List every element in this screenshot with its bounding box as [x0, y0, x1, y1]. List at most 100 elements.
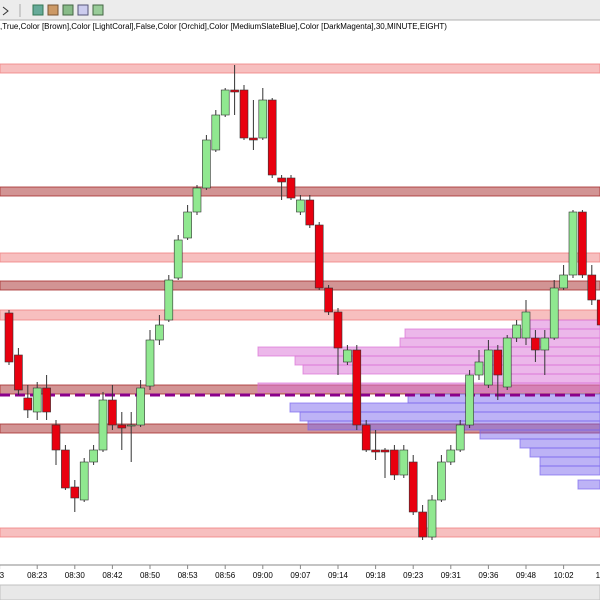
candle-body	[202, 139, 211, 189]
candle-body	[521, 311, 531, 339]
candle-body	[277, 177, 286, 183]
x-tick-label: 08:50	[140, 571, 161, 580]
candle-body	[343, 349, 352, 363]
candle-body	[145, 339, 155, 387]
candle-body	[173, 239, 183, 279]
toolbar-icon[interactable]	[92, 4, 104, 16]
candle-body	[549, 287, 559, 339]
candle-body	[23, 397, 33, 411]
x-tick-label: 09:31	[441, 571, 462, 580]
candle-body	[512, 324, 521, 339]
candle-body	[4, 312, 14, 363]
profile-bar	[257, 382, 600, 393]
candle-body	[408, 461, 418, 513]
candle-body	[333, 311, 343, 349]
candle-body	[220, 89, 230, 116]
candle-body	[192, 187, 202, 213]
candle-body	[61, 449, 70, 489]
candle-body	[324, 287, 333, 313]
candle-body	[51, 424, 61, 451]
candle-body	[98, 399, 108, 451]
candle-body	[568, 211, 578, 276]
candle-body	[418, 511, 427, 538]
level-zone	[0, 423, 600, 434]
candle-body	[596, 299, 600, 326]
level-zone	[0, 309, 600, 321]
x-axis: 13 08:23 08:30 08:42 08:50 08:53 08:56 09:00 09:…	[0, 565, 600, 580]
profile-bar	[404, 328, 600, 339]
toolbar	[0, 0, 600, 20]
x-tick-label: 08:23	[27, 571, 48, 580]
candle-body	[474, 361, 484, 376]
x-tick-label: 09:07	[290, 571, 311, 580]
x-tick-label: 09:36	[478, 571, 499, 580]
candle-body	[587, 274, 597, 301]
candle-body	[155, 324, 164, 341]
candle-body	[455, 424, 465, 451]
candle-body	[108, 399, 117, 426]
x-tick-label: 09:48	[516, 571, 537, 580]
toolbar-icon[interactable]	[47, 4, 59, 16]
profile-bar	[289, 402, 600, 413]
toolbar-icon[interactable]	[77, 4, 89, 16]
candle-body	[314, 224, 324, 289]
candle-body	[230, 89, 239, 93]
candle-body	[286, 177, 296, 199]
candle-body	[484, 349, 493, 386]
x-tick-label: 09:00	[253, 571, 274, 580]
toolbar-icon[interactable]	[62, 4, 74, 16]
candle-body	[126, 424, 136, 427]
candle-body	[164, 279, 174, 321]
x-tick-label: 09:18	[366, 571, 387, 580]
x-tick-label: 10:02	[554, 571, 575, 580]
toolbar-arrow[interactable]	[2, 6, 9, 16]
profile-bar	[519, 438, 600, 449]
candle-body	[390, 449, 399, 476]
x-tick-label: 08:30	[65, 571, 86, 580]
x-tick-label: 09:14	[328, 571, 349, 580]
candle-body	[183, 211, 192, 239]
candle-body	[371, 449, 380, 453]
candle-body	[502, 337, 512, 388]
candle-body	[493, 349, 503, 376]
candle-body	[32, 387, 42, 413]
toolbar-icon[interactable]	[32, 4, 44, 16]
profile-bar	[539, 465, 600, 476]
x-tick-label: 13	[0, 571, 5, 580]
profile-bar	[302, 364, 600, 375]
candle-body	[540, 337, 550, 351]
profile-bar	[307, 420, 600, 431]
candle-body	[79, 461, 89, 501]
profile-bar	[529, 447, 600, 458]
candle-body	[305, 199, 315, 226]
x-tick-label: 08:42	[102, 571, 123, 580]
candle-body	[249, 137, 258, 141]
profile-bar	[539, 456, 600, 467]
level-zone	[0, 527, 600, 538]
candle-body	[380, 449, 390, 453]
profile-bar	[294, 355, 600, 366]
level-zone	[0, 252, 600, 263]
indicator-parameters: ,True,Color [Brown],Color [LightCoral],F…	[0, 22, 447, 31]
candle-body	[211, 114, 221, 151]
x-tick-label: 09:23	[403, 571, 424, 580]
x-tick-label: 08:53	[178, 571, 199, 580]
level-zone	[0, 63, 600, 74]
candle-body	[578, 211, 587, 276]
candle-body	[465, 374, 474, 426]
level-zone	[0, 186, 600, 197]
candle-body	[427, 499, 437, 538]
candle-body	[446, 449, 456, 463]
scrollbar[interactable]	[0, 584, 600, 600]
plot-area	[0, 63, 600, 540]
candle-body	[136, 387, 145, 426]
candle-body	[14, 354, 23, 391]
candle-body	[42, 387, 51, 413]
candle-body	[361, 424, 371, 451]
candle-body	[70, 486, 80, 499]
level-zone	[0, 280, 600, 291]
candle-body	[267, 99, 277, 176]
profile-bar	[299, 411, 600, 422]
